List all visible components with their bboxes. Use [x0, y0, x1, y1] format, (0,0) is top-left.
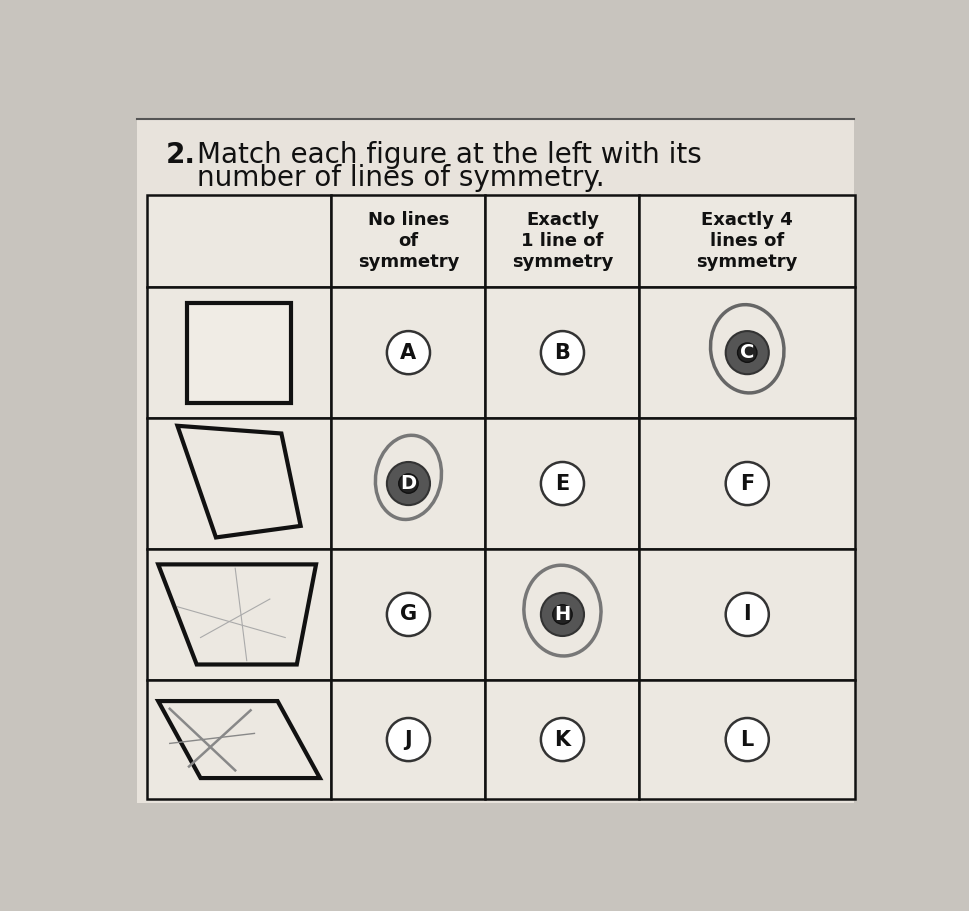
Circle shape	[387, 593, 430, 636]
Circle shape	[737, 343, 757, 363]
Bar	[331, 195, 485, 287]
Circle shape	[726, 593, 768, 636]
Text: L: L	[740, 730, 754, 750]
Circle shape	[541, 718, 584, 761]
Text: D: D	[400, 474, 417, 493]
Circle shape	[541, 593, 584, 636]
Bar	[331, 549, 485, 680]
Bar	[187, 302, 291, 403]
Text: B: B	[554, 343, 571, 363]
Text: Exactly
1 line of
symmetry: Exactly 1 line of symmetry	[512, 211, 613, 271]
Text: H: H	[554, 605, 571, 624]
Text: C: C	[740, 343, 755, 363]
Bar	[146, 195, 331, 287]
Circle shape	[387, 718, 430, 761]
Circle shape	[399, 474, 419, 493]
Text: No lines
of
symmetry: No lines of symmetry	[358, 211, 459, 271]
Bar	[485, 549, 640, 680]
Circle shape	[726, 718, 768, 761]
Text: J: J	[405, 730, 412, 750]
FancyBboxPatch shape	[138, 119, 854, 804]
Text: I: I	[743, 604, 751, 624]
Bar	[331, 287, 485, 418]
Circle shape	[552, 605, 572, 624]
Text: F: F	[740, 474, 755, 494]
Text: A: A	[400, 343, 417, 363]
Bar	[640, 287, 855, 418]
Bar	[146, 418, 331, 549]
Bar	[640, 549, 855, 680]
Bar	[640, 195, 855, 287]
Circle shape	[541, 331, 584, 374]
Circle shape	[387, 462, 430, 505]
Circle shape	[387, 331, 430, 374]
Text: number of lines of symmetry.: number of lines of symmetry.	[197, 164, 605, 192]
Bar	[331, 418, 485, 549]
Bar	[485, 287, 640, 418]
Text: E: E	[555, 474, 570, 494]
Bar	[640, 680, 855, 799]
Bar	[146, 680, 331, 799]
Bar	[485, 195, 640, 287]
Bar	[146, 549, 331, 680]
Bar	[146, 287, 331, 418]
Text: Match each figure at the left with its: Match each figure at the left with its	[197, 141, 702, 169]
Bar	[485, 680, 640, 799]
Circle shape	[541, 462, 584, 505]
Bar	[331, 680, 485, 799]
Text: G: G	[400, 604, 417, 624]
Text: Exactly 4
lines of
symmetry: Exactly 4 lines of symmetry	[697, 211, 797, 271]
Text: 2.: 2.	[166, 141, 196, 169]
Bar	[485, 418, 640, 549]
Circle shape	[726, 331, 768, 374]
Text: K: K	[554, 730, 571, 750]
Circle shape	[726, 462, 768, 505]
Bar	[640, 418, 855, 549]
